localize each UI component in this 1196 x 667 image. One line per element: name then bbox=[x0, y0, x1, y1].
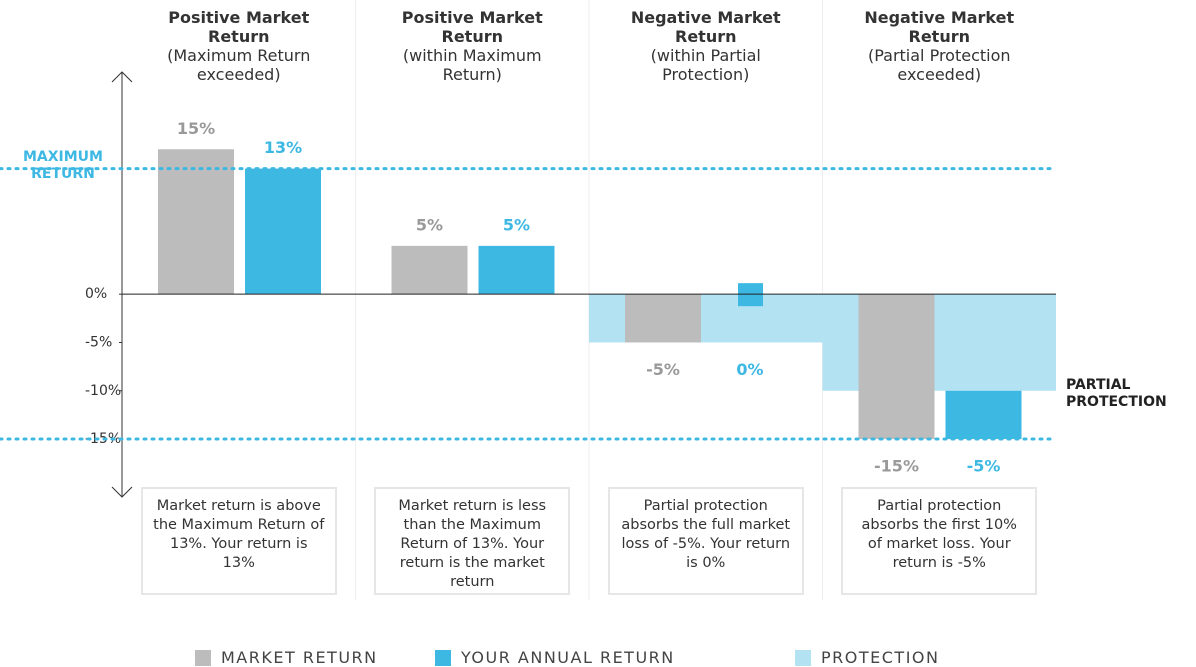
market-bar bbox=[158, 149, 234, 295]
legend-swatch bbox=[795, 649, 811, 666]
header-note: (Maximum Return exceeded) bbox=[167, 46, 311, 84]
your-return-bar bbox=[478, 245, 555, 295]
legend-item: MARKET RETURN bbox=[195, 648, 378, 667]
column-header: Positive Market Return (Maximum Return ex… bbox=[144, 8, 334, 84]
header-title: Negative Market Return bbox=[864, 8, 1015, 46]
value-label: 13% bbox=[264, 138, 302, 157]
legend-label: YOUR ANNUAL RETURN bbox=[461, 648, 675, 667]
axis-arrow bbox=[111, 486, 133, 498]
description-box: Partial protection absorbs the full mark… bbox=[607, 487, 804, 595]
description-box: Partial protection absorbs the first 10%… bbox=[841, 487, 1038, 595]
reference-label: MAXIMUM RETURN bbox=[22, 148, 103, 182]
column-header: Negative Market Return (within Partial Pr… bbox=[611, 8, 801, 84]
value-label: -15% bbox=[874, 457, 919, 476]
y-tick-label: -10% bbox=[85, 383, 121, 399]
market-bar bbox=[391, 245, 468, 295]
header-note: (within Partial Protection) bbox=[650, 46, 761, 84]
legend-swatch bbox=[435, 649, 451, 666]
header-note: (Partial Protection exceeded) bbox=[867, 46, 1011, 84]
y-tick-label: -5% bbox=[85, 334, 112, 350]
legend-label: PROTECTION bbox=[821, 648, 940, 667]
protection-area bbox=[589, 294, 823, 343]
header-note: (within Maximum Return) bbox=[402, 46, 542, 84]
header-title: Positive Market Return bbox=[168, 8, 310, 46]
header-title: Negative Market Return bbox=[630, 8, 781, 46]
legend-swatch bbox=[195, 649, 211, 666]
legend-item: YOUR ANNUAL RETURN bbox=[435, 648, 675, 667]
axis-arrow bbox=[111, 71, 133, 83]
value-label: -5% bbox=[646, 360, 680, 379]
your-return-bar bbox=[245, 168, 321, 295]
protection-area bbox=[822, 294, 1056, 391]
legend-label: MARKET RETURN bbox=[221, 648, 378, 667]
description-box: Market return is less than the Maximum R… bbox=[374, 487, 571, 595]
value-label: -5% bbox=[967, 457, 1001, 476]
header-title: Positive Market Return bbox=[401, 8, 543, 46]
description-box: Market return is above the Maximum Retur… bbox=[140, 487, 337, 595]
value-label: 15% bbox=[177, 119, 215, 138]
reference-label: PARTIAL PROTECTION bbox=[1066, 377, 1167, 411]
column-header: Positive Market Return (within Maximum Re… bbox=[377, 8, 567, 84]
column-header: Negative Market Return (Partial Protectio… bbox=[844, 8, 1034, 84]
value-label: 5% bbox=[416, 215, 443, 234]
value-label: 0% bbox=[736, 360, 763, 379]
legend-item: PROTECTION bbox=[795, 648, 939, 667]
market-bar bbox=[858, 294, 935, 440]
market-bar bbox=[625, 294, 701, 343]
value-label: 5% bbox=[503, 215, 530, 234]
your-return-bar bbox=[945, 390, 1022, 440]
y-tick-label: 0% bbox=[85, 286, 107, 302]
